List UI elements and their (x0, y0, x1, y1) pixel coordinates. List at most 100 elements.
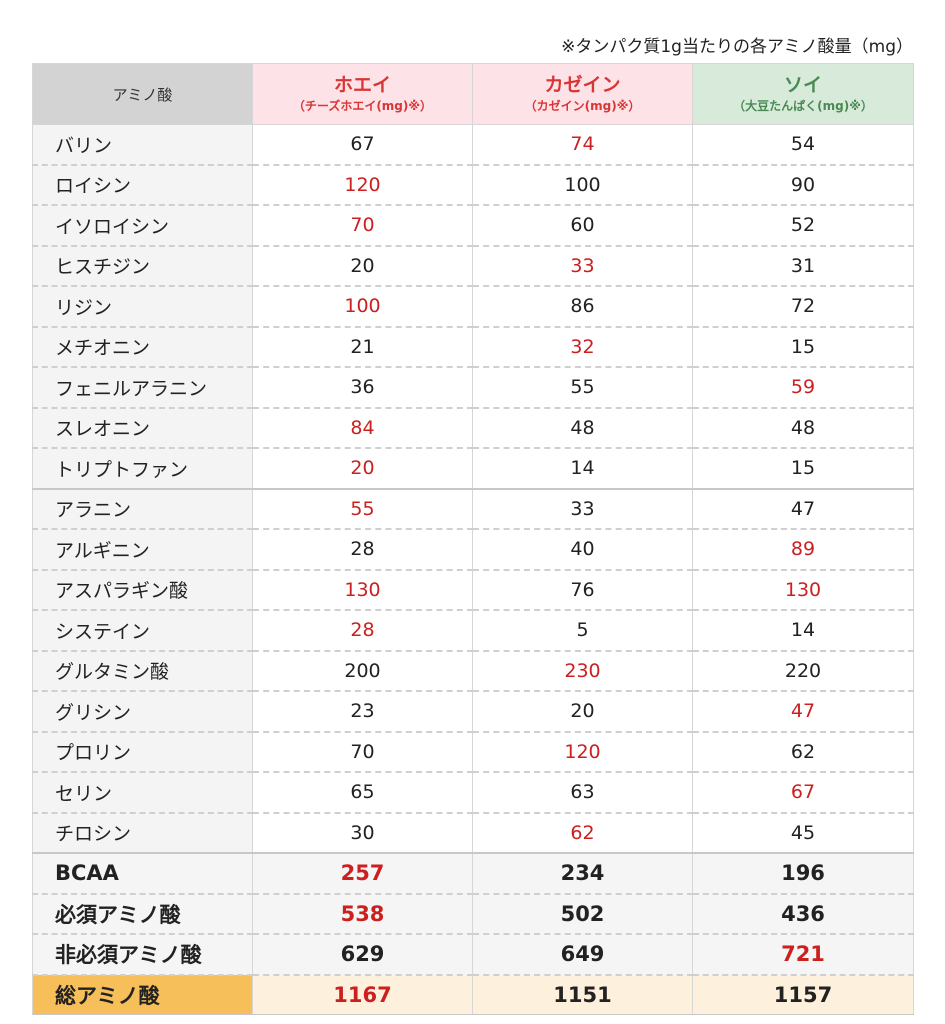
soy-value: 59 (692, 367, 914, 409)
casein-value: 48 (472, 407, 693, 449)
soy-value: 45 (692, 812, 914, 854)
table-row: グルタミン酸 200 230 220 (32, 650, 914, 692)
casein-value: 62 (472, 812, 693, 854)
soy-value: 52 (692, 205, 914, 247)
table-row: ヒスチジン 20 33 31 (32, 245, 914, 287)
amino-acid-name: アルギニン (32, 529, 253, 571)
header-amino-acid: アミノ酸 (32, 63, 253, 125)
unit-note: ※タンパク質1g当たりの各アミノ酸量（mg） (561, 37, 913, 57)
casein-value: 14 (472, 448, 693, 490)
casein-value: 33 (472, 488, 693, 530)
amino-acid-name: バリン (32, 124, 253, 166)
header-soy-sub: （大豆たんぱく(mg)※） (733, 99, 873, 113)
soy-value: 90 (692, 164, 914, 206)
table-row: アラニン 55 33 47 (32, 488, 914, 530)
amino-acid-name: BCAA (32, 853, 253, 895)
whey-value: 257 (252, 853, 473, 895)
amino-acid-name: セリン (32, 772, 253, 814)
whey-value: 70 (252, 205, 473, 247)
soy-value: 130 (692, 569, 914, 611)
amino-acid-name: スレオニン (32, 407, 253, 449)
whey-value: 28 (252, 529, 473, 571)
casein-value: 74 (472, 124, 693, 166)
amino-acid-name: メチオニン (32, 326, 253, 368)
casein-value: 76 (472, 569, 693, 611)
casein-value: 60 (472, 205, 693, 247)
soy-value: 47 (692, 488, 914, 530)
amino-acid-name: グリシン (32, 691, 253, 733)
table-row: ロイシン 120 100 90 (32, 164, 914, 206)
whey-value: 20 (252, 245, 473, 287)
soy-value: 14 (692, 610, 914, 652)
whey-value: 629 (252, 934, 473, 976)
soy-value: 31 (692, 245, 914, 287)
table-row: システイン 28 5 14 (32, 610, 914, 652)
table-row: セリン 65 63 67 (32, 772, 914, 814)
total-row: 総アミノ酸 1167 1151 1157 (32, 974, 914, 1015)
table-row: バリン 67 74 54 (32, 124, 914, 166)
soy-value: 15 (692, 448, 914, 490)
amino-acid-name: チロシン (32, 812, 253, 854)
amino-acid-name: ロイシン (32, 164, 253, 206)
soy-value: 436 (692, 893, 914, 935)
soy-value: 721 (692, 934, 914, 976)
casein-value: 1151 (472, 974, 693, 1015)
header-whey: ホエイ （チーズホエイ(mg)※） (252, 63, 473, 125)
amino-acid-name: プロリン (32, 731, 253, 773)
amino-acid-name: フェニルアラニン (32, 367, 253, 409)
amino-acid-name: リジン (32, 286, 253, 328)
header-casein: カゼイン （カゼイン(mg)※） (472, 63, 693, 125)
soy-value: 67 (692, 772, 914, 814)
whey-value: 130 (252, 569, 473, 611)
soy-value: 48 (692, 407, 914, 449)
casein-value: 502 (472, 893, 693, 935)
casein-value: 86 (472, 286, 693, 328)
whey-value: 28 (252, 610, 473, 652)
casein-value: 649 (472, 934, 693, 976)
casein-value: 40 (472, 529, 693, 571)
amino-acid-name: 非必須アミノ酸 (32, 934, 253, 976)
table-row: プロリン 70 120 62 (32, 731, 914, 773)
soy-value: 47 (692, 691, 914, 733)
amino-acid-name: アスパラギン酸 (32, 569, 253, 611)
whey-value: 30 (252, 812, 473, 854)
whey-value: 538 (252, 893, 473, 935)
amino-acid-name: 総アミノ酸 (32, 974, 253, 1015)
header-row: アミノ酸 ホエイ （チーズホエイ(mg)※） カゼイン （カゼイン(mg)※） … (32, 63, 914, 125)
soy-value: 89 (692, 529, 914, 571)
soy-value: 1157 (692, 974, 914, 1015)
soy-value: 62 (692, 731, 914, 773)
table-row: アスパラギン酸 130 76 130 (32, 569, 914, 611)
whey-value: 55 (252, 488, 473, 530)
table-row: チロシン 30 62 45 (32, 812, 914, 854)
whey-value: 20 (252, 448, 473, 490)
table-row: アルギニン 28 40 89 (32, 529, 914, 571)
amino-acid-name: 必須アミノ酸 (32, 893, 253, 935)
amino-acid-name: トリプトファン (32, 448, 253, 490)
table-row: フェニルアラニン 36 55 59 (32, 367, 914, 409)
table-row: リジン 100 86 72 (32, 286, 914, 328)
summary-row: BCAA 257 234 196 (32, 853, 914, 895)
casein-value: 63 (472, 772, 693, 814)
soy-value: 220 (692, 650, 914, 692)
whey-value: 100 (252, 286, 473, 328)
whey-value: 21 (252, 326, 473, 368)
amino-acid-name: グルタミン酸 (32, 650, 253, 692)
casein-value: 230 (472, 650, 693, 692)
amino-acid-name: アラニン (32, 488, 253, 530)
soy-value: 196 (692, 853, 914, 895)
amino-acid-name: ヒスチジン (32, 245, 253, 287)
casein-value: 234 (472, 853, 693, 895)
soy-value: 54 (692, 124, 914, 166)
header-casein-sub: （カゼイン(mg)※） (524, 99, 641, 113)
header-casein-name: カゼイン (544, 74, 621, 96)
soy-value: 72 (692, 286, 914, 328)
table-row: トリプトファン 20 14 15 (32, 448, 914, 490)
whey-value: 1167 (252, 974, 473, 1015)
whey-value: 23 (252, 691, 473, 733)
casein-value: 55 (472, 367, 693, 409)
header-whey-sub: （チーズホエイ(mg)※） (292, 99, 433, 113)
whey-value: 200 (252, 650, 473, 692)
casein-value: 20 (472, 691, 693, 733)
table-row: メチオニン 21 32 15 (32, 326, 914, 368)
